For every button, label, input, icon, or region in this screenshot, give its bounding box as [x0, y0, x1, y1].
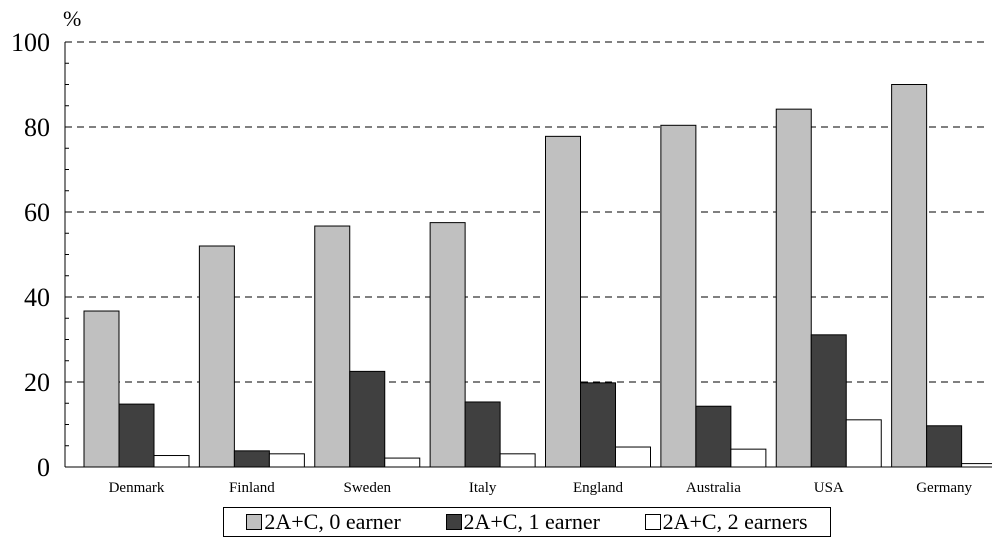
bar-usa-series-0 — [775, 108, 812, 468]
bar-italy-series-1 — [464, 401, 501, 468]
x-tick-label-denmark: Denmark — [109, 480, 165, 496]
bar-finland-series-1 — [233, 450, 270, 468]
bar-australia-series-0 — [660, 124, 697, 468]
bar-germany-series-2 — [961, 463, 992, 468]
bar-sweden-series-1 — [349, 370, 386, 468]
y-tick-label-40: 40 — [24, 283, 50, 312]
x-tick-label-australia: Australia — [686, 480, 741, 496]
bar-denmark-series-2 — [153, 455, 190, 468]
bar-germany-series-1 — [926, 425, 963, 468]
chart-legend: 2A+C, 0 earner 2A+C, 1 earner 2A+C, 2 ea… — [223, 507, 831, 537]
bar-germany-series-0 — [891, 84, 928, 468]
y-tick-label-80: 80 — [24, 113, 50, 142]
legend-item-1-earner: 2A+C, 1 earner — [445, 509, 600, 535]
bar-chart: 0 20 40 60 80 100% Denmark Finland Sweden Italy En… — [11, 6, 992, 496]
legend-swatch-1-earner — [445, 514, 462, 530]
bar-italy-series-2 — [499, 453, 536, 468]
bar-england-series-2 — [615, 446, 651, 468]
legend-label-1-earner: 2A+C, 1 earner — [463, 509, 600, 534]
legend-label-0-earner: 2A+C, 0 earner — [264, 509, 401, 534]
y-axis-label: % — [63, 6, 81, 31]
legend-item-2-earners: 2A+C, 2 earners — [644, 509, 808, 535]
x-tick-label-usa: USA — [814, 480, 844, 496]
bar-finland-series-0 — [198, 245, 235, 468]
x-tick-label-italy: Italy — [469, 480, 497, 496]
legend-swatch-0-earner — [246, 514, 263, 530]
bar-usa-series-1 — [810, 334, 847, 468]
x-tick-label-england: England — [573, 480, 623, 496]
bar-usa-series-2 — [845, 419, 882, 468]
y-tick-label-60: 60 — [24, 198, 50, 227]
bar-england-series-0 — [545, 135, 581, 468]
bar-england-series-1 — [580, 382, 616, 468]
bar-australia-series-1 — [695, 405, 732, 468]
legend-swatch-2-earners — [644, 514, 661, 530]
bar-sweden-series-0 — [314, 225, 351, 468]
bar-finland-series-2 — [268, 453, 305, 468]
x-tick-label-finland: Finland — [229, 480, 275, 496]
x-tick-label-sweden: Sweden — [344, 480, 392, 496]
bar-denmark-series-0 — [83, 310, 120, 468]
bar-sweden-series-2 — [384, 457, 421, 468]
x-tick-label-germany: Germany — [916, 480, 972, 496]
bar-denmark-series-1 — [118, 403, 155, 468]
y-tick-label-0: 0 — [37, 453, 50, 482]
y-tick-label-20: 20 — [24, 368, 50, 397]
bar-italy-series-0 — [429, 222, 466, 468]
legend-label-2-earners: 2A+C, 2 earners — [662, 509, 808, 534]
legend-item-0-earner: 2A+C, 0 earner — [246, 509, 401, 535]
y-tick-label-100: 100 — [11, 28, 50, 57]
bar-australia-series-2 — [730, 448, 767, 468]
